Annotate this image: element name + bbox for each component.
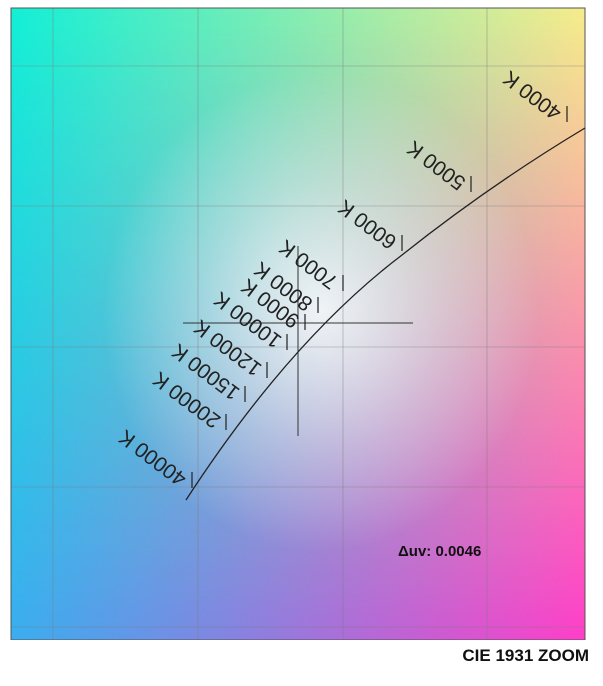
cct-ticks [191, 106, 568, 488]
grid-lines [11, 8, 585, 640]
plot-border [10, 7, 586, 640]
delta-uv-label: Δuv: 0.0046 [398, 543, 481, 560]
planckian-locus [185, 127, 586, 501]
crosshair [183, 246, 413, 436]
diagram-caption: CIE 1931 ZOOM [462, 646, 589, 665]
